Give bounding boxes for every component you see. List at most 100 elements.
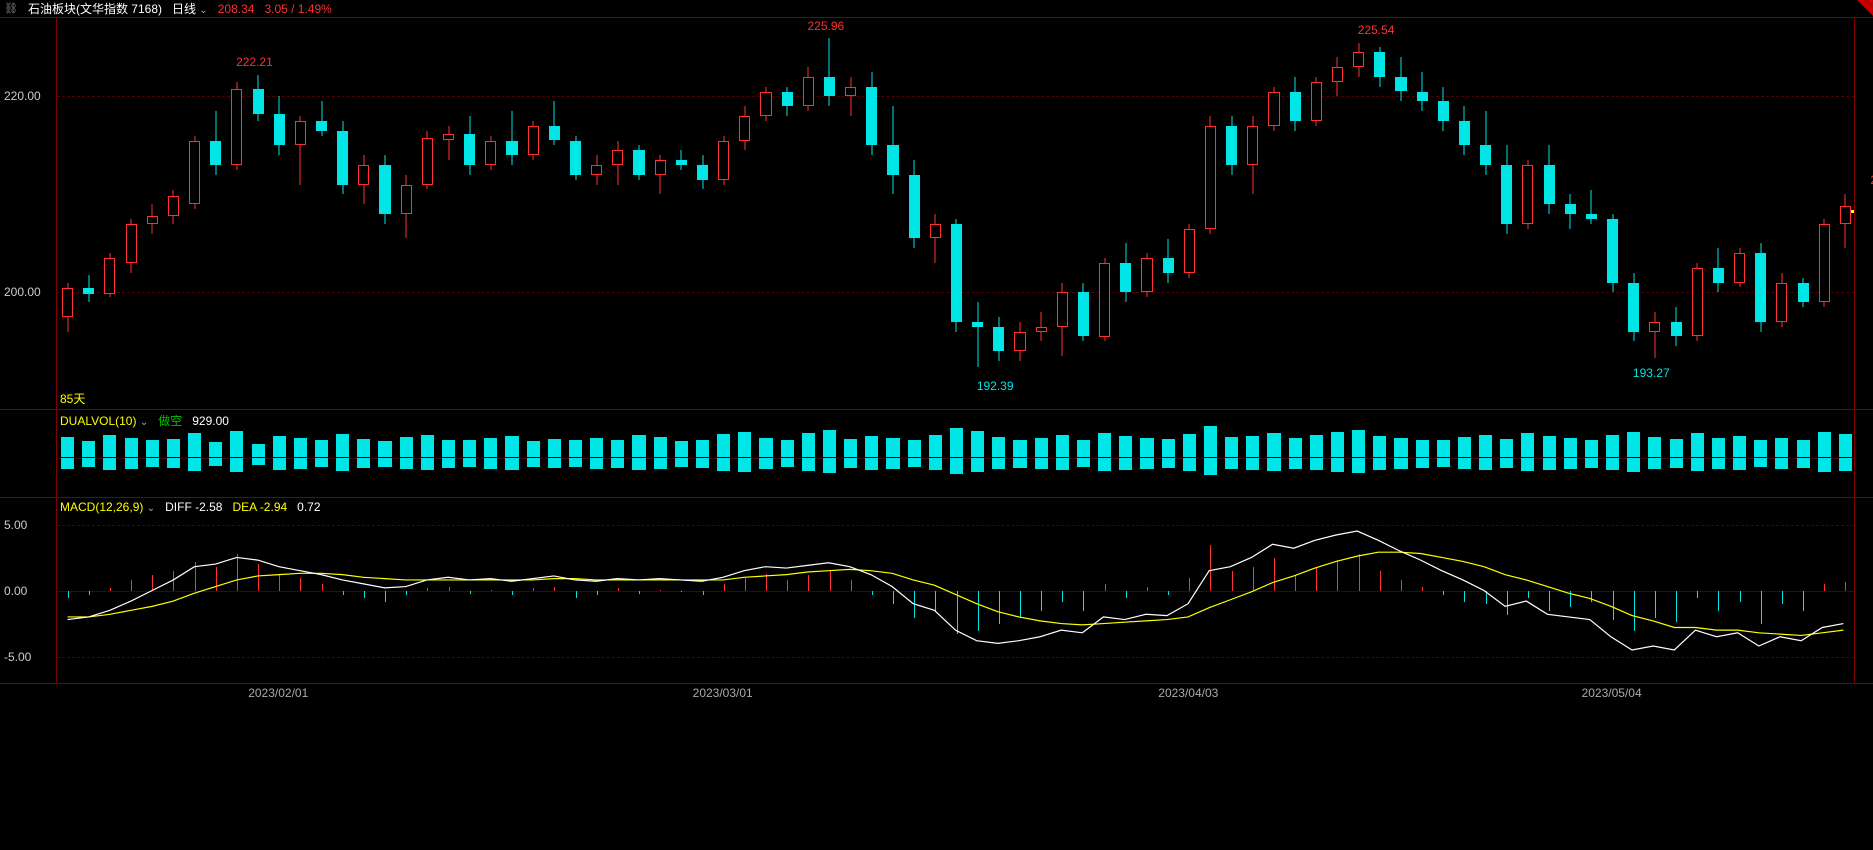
volume-bar [950,428,963,457]
macd-hist-bar [1464,591,1465,602]
macd-hist-bar [681,591,682,592]
candle [992,18,1005,410]
candle [209,18,222,410]
candle [548,18,561,410]
macd-hist-bar [1803,591,1804,611]
chart-header: ⛓ 石油板块(文华指数 7168) 日线 ⌄ 208.34 3.05 / 1.4… [0,0,1873,18]
macd-hist-bar [512,591,513,595]
volume-bar [421,435,434,457]
macd-hist-bar [745,578,746,591]
macd-hist-bar [1359,554,1360,591]
macd-hist-bar [173,571,174,591]
volume-bar [1310,435,1323,457]
candle [823,18,836,410]
chevron-down-icon: ⌄ [140,417,148,428]
volume-bar [61,437,74,457]
macd-panel[interactable]: MACD(12,26,9) ⌄ DIFF -2.58 DEA -2.94 0.7… [0,498,1873,684]
volume-bar [1098,433,1111,458]
candle [717,18,730,410]
macd-hist-bar [300,578,301,591]
candle [527,18,540,410]
candle [1839,18,1852,410]
macd-hist-bar [131,580,132,591]
candle [1437,18,1450,410]
volume-bar [823,430,836,457]
macd-hist-bar [1782,591,1783,604]
candle [315,18,328,410]
candle [1077,18,1090,410]
candle [781,18,794,410]
volume-panel[interactable]: DUALVOL(10) ⌄ 做空 929.00 [0,410,1873,498]
macd-hist-bar [1676,591,1677,622]
macd-hist-bar [237,554,238,591]
candle [146,18,159,410]
volume-bar [1246,436,1259,457]
volume-indicator-name[interactable]: DUALVOL(10) ⌄ [60,414,148,428]
candle [759,18,772,410]
volume-bar [908,440,921,457]
macd-hist-bar [533,588,534,591]
candle [1543,18,1556,410]
volume-bar [146,440,159,457]
candle [273,18,286,410]
volume-bar [1119,436,1132,457]
volume-bar [1183,434,1196,457]
macd-indicator-name[interactable]: MACD(12,26,9) ⌄ [60,500,155,514]
volume-bar [1289,438,1302,457]
candle [1119,18,1132,410]
volume-bar [759,438,772,457]
volume-bar [1712,438,1725,457]
candle [230,18,243,410]
volume-bar [167,439,180,457]
volume-bar [378,441,391,457]
candle [61,18,74,410]
macd-hist-bar [1761,591,1762,624]
volume-bar [294,438,307,457]
macd-hist-bar [1634,591,1635,631]
macd-hist-bar [1105,584,1106,591]
macd-hist-bar [808,575,809,591]
macd-hist-bar [385,591,386,602]
macd-hist-bar [1740,591,1741,602]
macd-hist-bar [1655,591,1656,618]
volume-bar [611,440,624,458]
candle [1627,18,1640,410]
macd-hist-bar [703,591,704,595]
volume-bar [188,433,201,457]
macd-hist-bar [1295,575,1296,591]
candle [463,18,476,410]
macd-hist: 0.72 [297,500,320,514]
candle [1691,18,1704,410]
candle [1416,18,1429,410]
volume-bar [1775,438,1788,457]
price-yaxis: 200.00220.00 [0,18,56,409]
macd-hist-bar [279,575,280,591]
macd-hist-bar [787,580,788,591]
period-label[interactable]: 日线 ⌄ [172,0,208,17]
macd-hist-bar [258,564,259,591]
price-annotation: 193.27 [1633,366,1670,380]
macd-hist-bar [68,591,69,598]
volume-bar [632,435,645,457]
candle [1289,18,1302,410]
volume-bar [527,441,540,457]
macd-hist-bar [914,591,915,618]
price-panel[interactable]: 200.00220.00 222.21225.96225.54208.76192… [0,18,1873,410]
macd-hist-bar [1613,591,1614,620]
volume-bar [569,440,582,457]
candle [1754,18,1767,410]
candle [1521,18,1534,410]
candle [1035,18,1048,410]
candle [1246,18,1259,410]
candle [1479,18,1492,410]
macd-hist-bar [893,591,894,604]
candle [1733,18,1746,410]
candle [632,18,645,410]
macd-hist-bar [1507,591,1508,615]
days-count: 85天 [60,390,85,407]
candle [336,18,349,410]
volume-bar [1543,436,1556,457]
macd-hist-bar [449,587,450,591]
candle [1331,18,1344,410]
macd-diff: DIFF -2.58 [165,500,222,514]
